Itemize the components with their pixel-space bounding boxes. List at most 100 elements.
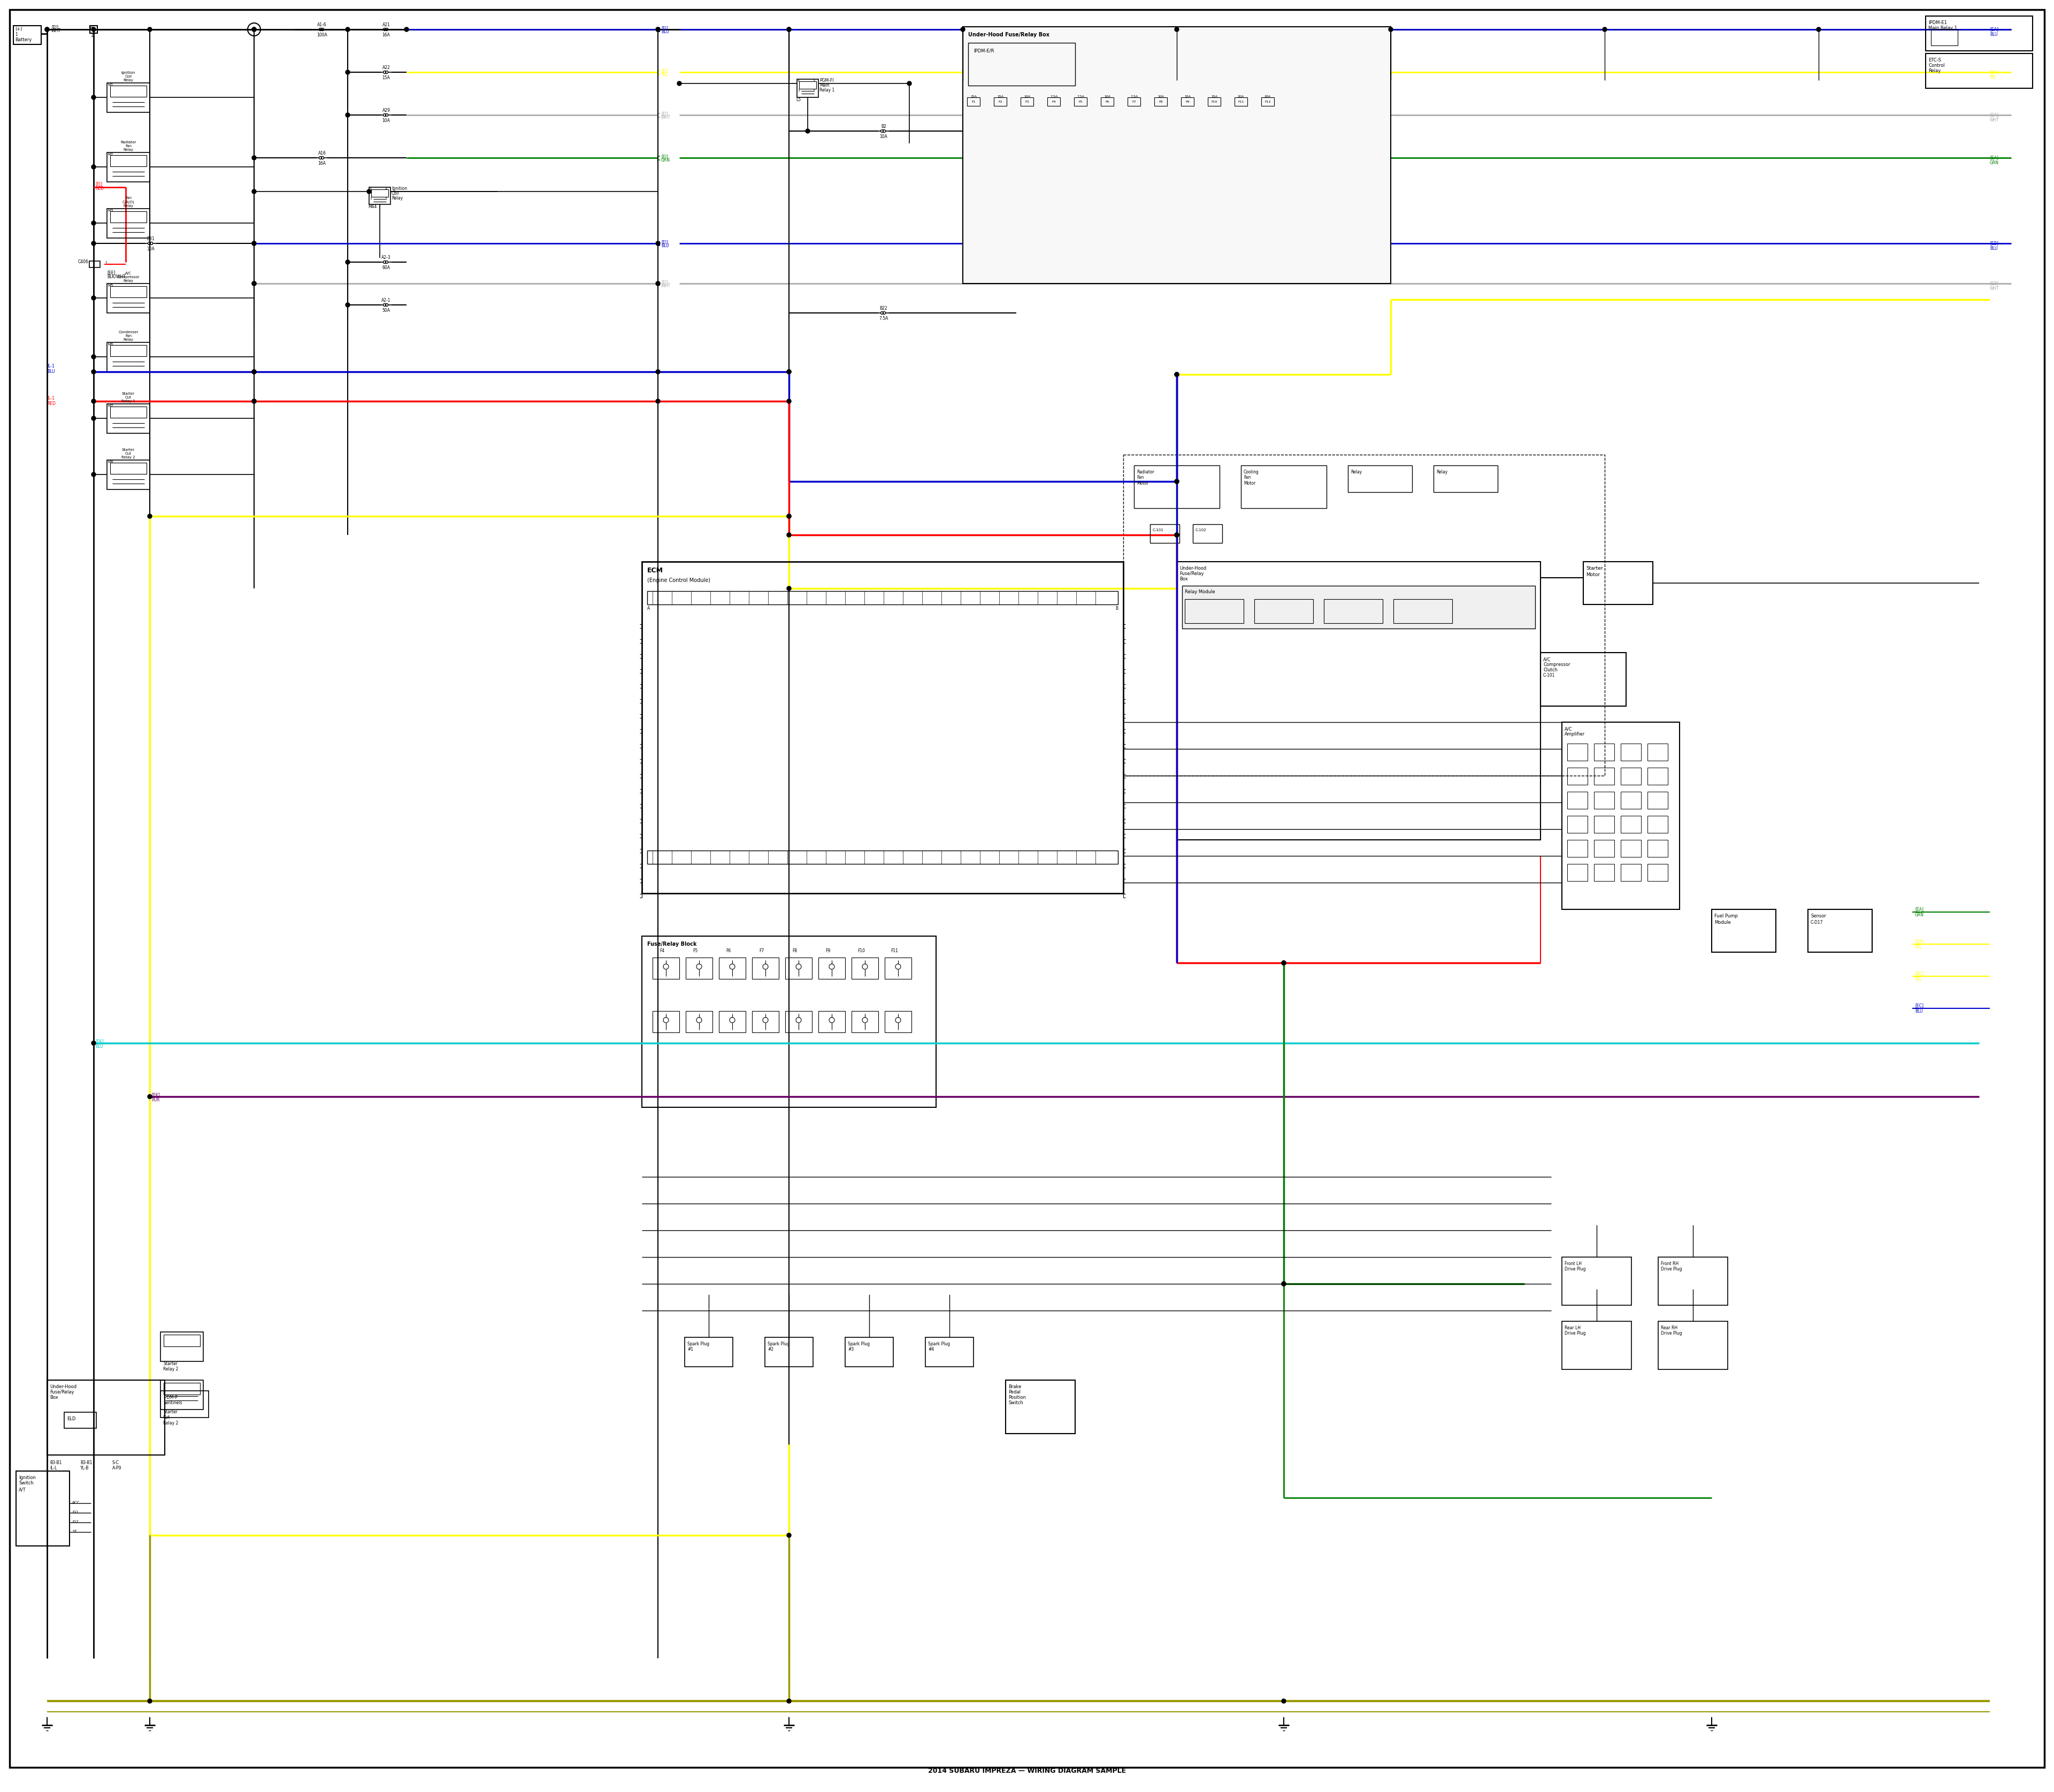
Text: F11: F11 xyxy=(891,948,898,953)
Bar xyxy=(752,957,778,978)
Circle shape xyxy=(253,242,257,246)
Bar xyxy=(1927,54,2033,88)
Bar xyxy=(1584,561,1653,604)
Circle shape xyxy=(655,369,659,375)
Bar xyxy=(107,403,150,434)
Text: 10A: 10A xyxy=(879,134,887,140)
Text: WHT: WHT xyxy=(51,29,62,34)
Text: Sentinels: Sentinels xyxy=(162,1400,183,1405)
Bar xyxy=(1255,599,1313,624)
Circle shape xyxy=(45,27,49,32)
Bar xyxy=(90,25,97,34)
Text: A2-3: A2-3 xyxy=(382,254,390,260)
Circle shape xyxy=(45,27,49,32)
Circle shape xyxy=(678,81,682,86)
Bar xyxy=(1621,840,1641,857)
Bar xyxy=(653,957,680,978)
Text: B31: B31 xyxy=(148,237,154,242)
Bar xyxy=(1347,466,1413,493)
Text: [EA]
BLU: [EA] BLU xyxy=(1990,27,1999,38)
Bar xyxy=(1927,16,2033,50)
Text: YL-B: YL-B xyxy=(80,1466,88,1471)
Bar xyxy=(1561,1256,1631,1305)
Bar xyxy=(641,561,1124,894)
Text: F8: F8 xyxy=(1158,100,1163,102)
Text: Fuse/Relay: Fuse/Relay xyxy=(1179,572,1204,575)
Bar xyxy=(1185,599,1243,624)
Text: [EI]: [EI] xyxy=(661,111,668,116)
Text: GRN: GRN xyxy=(661,158,670,163)
Text: A21: A21 xyxy=(382,23,390,27)
Text: [EK]: [EK] xyxy=(94,1039,103,1043)
Text: 16A: 16A xyxy=(382,32,390,38)
Bar xyxy=(641,935,937,1107)
Circle shape xyxy=(148,514,152,518)
Bar xyxy=(1124,455,1604,776)
Text: [EA]
WHT: [EA] WHT xyxy=(1990,113,1999,122)
Bar xyxy=(1808,909,1871,952)
Text: 7.5A: 7.5A xyxy=(879,315,887,321)
Text: Radiator
Fan
Relay: Radiator Fan Relay xyxy=(121,142,136,151)
Text: C406: C406 xyxy=(78,260,88,265)
Bar xyxy=(111,462,146,473)
Bar xyxy=(1647,840,1668,857)
Text: Relay: Relay xyxy=(1352,470,1362,475)
Text: C-101: C-101 xyxy=(1543,674,1555,677)
Circle shape xyxy=(92,416,97,421)
Circle shape xyxy=(961,27,965,32)
Circle shape xyxy=(1602,27,1606,32)
Text: 20A: 20A xyxy=(1265,95,1271,97)
Text: F6: F6 xyxy=(1105,100,1109,102)
Text: ACC: ACC xyxy=(72,1502,80,1503)
Text: T1: T1 xyxy=(90,27,94,32)
Text: A2-1: A2-1 xyxy=(382,297,390,303)
Text: A1-6: A1-6 xyxy=(316,23,327,27)
Text: 4: 4 xyxy=(386,188,388,190)
Text: Fuse/Relay: Fuse/Relay xyxy=(49,1391,74,1394)
Text: Main Relay 1: Main Relay 1 xyxy=(1929,25,1957,30)
Bar xyxy=(1134,466,1220,509)
Text: Fan
C/A(O)
Relay: Fan C/A(O) Relay xyxy=(123,197,134,208)
Bar xyxy=(1567,815,1588,833)
Text: ECM: ECM xyxy=(647,566,663,573)
Circle shape xyxy=(1175,532,1179,538)
Bar xyxy=(1208,97,1220,106)
Text: M44: M44 xyxy=(368,204,376,210)
Text: F5: F5 xyxy=(1078,100,1082,102)
Text: Relay: Relay xyxy=(392,195,403,201)
Text: Sensor: Sensor xyxy=(1812,914,1826,919)
Text: Rear RH
Drive Plug: Rear RH Drive Plug xyxy=(1662,1326,1682,1335)
Bar xyxy=(797,79,817,97)
Bar xyxy=(1567,767,1588,785)
Bar xyxy=(852,1011,879,1032)
Circle shape xyxy=(787,1534,791,1538)
Text: WHT: WHT xyxy=(661,115,672,120)
Text: Starter: Starter xyxy=(1586,566,1602,572)
Bar xyxy=(1193,525,1222,543)
Bar xyxy=(111,211,146,222)
Bar xyxy=(164,1335,199,1346)
Text: Box: Box xyxy=(49,1396,58,1400)
Text: B3-B1: B3-B1 xyxy=(80,1460,92,1466)
Bar xyxy=(1567,840,1588,857)
Bar xyxy=(107,461,150,489)
Bar xyxy=(1594,792,1614,808)
Circle shape xyxy=(655,281,659,285)
Text: F4: F4 xyxy=(659,948,665,953)
Bar xyxy=(111,156,146,167)
Text: S-C: S-C xyxy=(113,1460,119,1466)
Text: [EA]
YEL: [EA] YEL xyxy=(1914,939,1923,950)
Bar xyxy=(1594,815,1614,833)
Text: Compressor: Compressor xyxy=(1543,663,1569,667)
Text: (Engine Control Module): (Engine Control Module) xyxy=(647,577,711,582)
Circle shape xyxy=(92,165,97,168)
Circle shape xyxy=(1175,478,1179,484)
Circle shape xyxy=(1175,373,1179,376)
Text: [EE]: [EE] xyxy=(107,271,115,274)
Circle shape xyxy=(253,156,257,159)
Text: ELD: ELD xyxy=(68,1416,76,1421)
Text: (+): (+) xyxy=(14,27,23,32)
Bar xyxy=(1261,97,1273,106)
Bar xyxy=(785,957,811,978)
Text: Brake: Brake xyxy=(1009,1385,1021,1389)
